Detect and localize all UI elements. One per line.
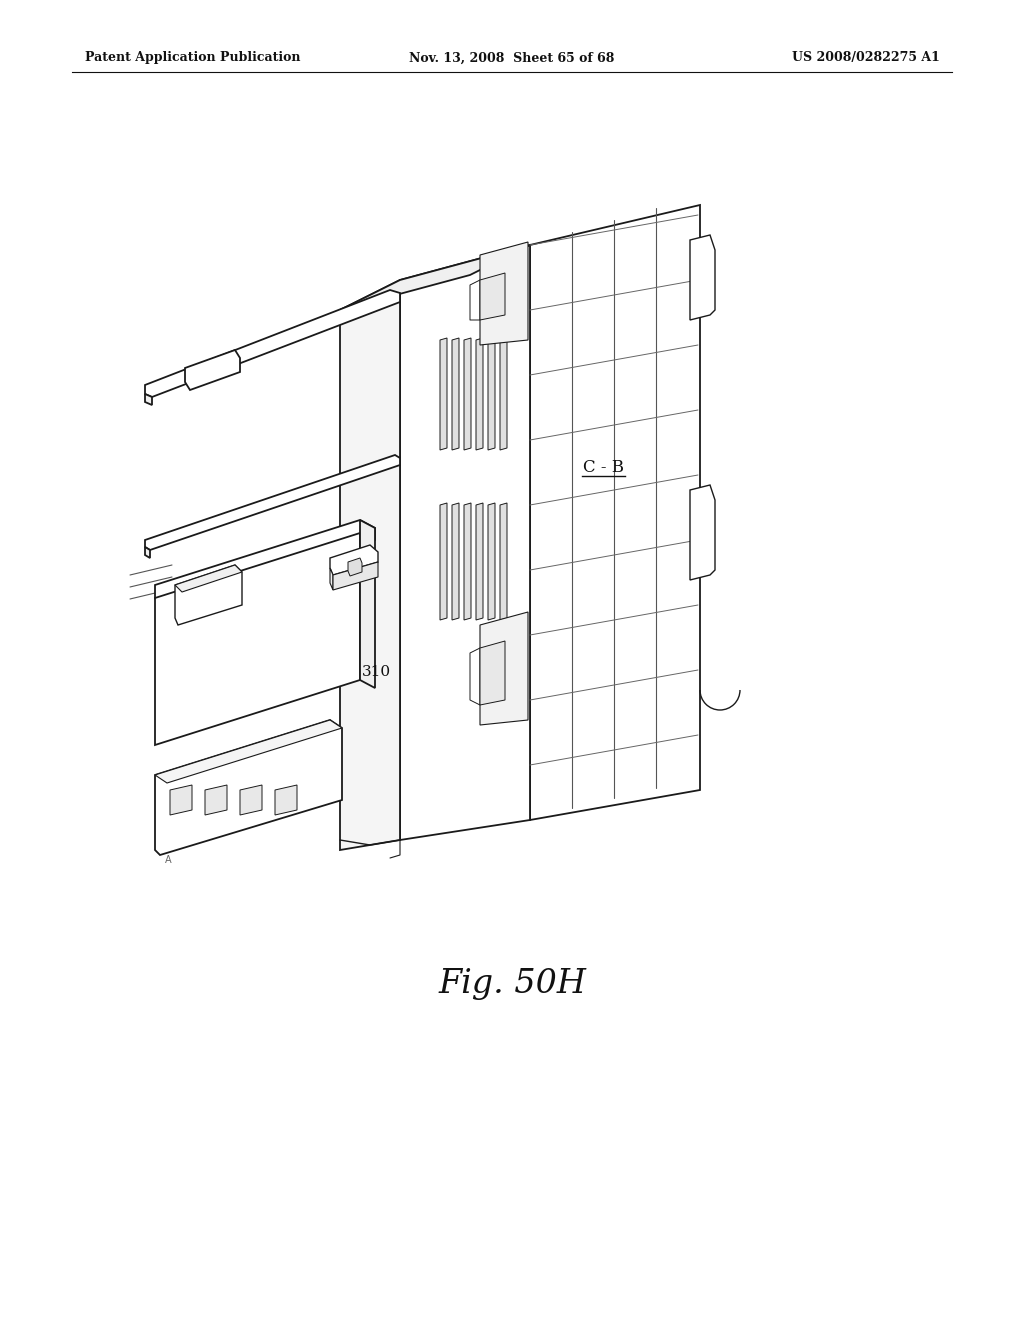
Polygon shape	[170, 785, 193, 814]
Polygon shape	[145, 393, 152, 405]
Polygon shape	[155, 533, 360, 744]
Text: 310: 310	[362, 665, 391, 678]
Text: Patent Application Publication: Patent Application Publication	[85, 51, 300, 65]
Polygon shape	[175, 565, 242, 624]
Polygon shape	[330, 545, 378, 576]
Polygon shape	[480, 612, 528, 725]
Polygon shape	[500, 503, 507, 620]
Text: Nov. 13, 2008  Sheet 65 of 68: Nov. 13, 2008 Sheet 65 of 68	[410, 51, 614, 65]
Polygon shape	[155, 520, 375, 609]
Polygon shape	[185, 350, 240, 389]
Polygon shape	[400, 246, 530, 840]
Text: C - B: C - B	[583, 459, 624, 477]
Polygon shape	[530, 205, 700, 820]
Polygon shape	[464, 338, 471, 450]
Polygon shape	[488, 338, 495, 450]
Polygon shape	[333, 562, 378, 590]
Polygon shape	[275, 785, 297, 814]
Polygon shape	[175, 565, 242, 591]
Polygon shape	[205, 785, 227, 814]
Polygon shape	[476, 503, 483, 620]
Polygon shape	[240, 785, 262, 814]
Polygon shape	[145, 290, 400, 397]
Polygon shape	[500, 338, 507, 450]
Text: US 2008/0282275 A1: US 2008/0282275 A1	[793, 51, 940, 65]
Polygon shape	[476, 338, 483, 450]
Polygon shape	[340, 246, 530, 310]
Polygon shape	[440, 503, 447, 620]
Text: Fig. 50H: Fig. 50H	[438, 968, 586, 1001]
Polygon shape	[480, 642, 505, 705]
Polygon shape	[690, 235, 715, 319]
Polygon shape	[330, 568, 333, 590]
Polygon shape	[480, 242, 528, 345]
Polygon shape	[464, 503, 471, 620]
Polygon shape	[488, 503, 495, 620]
Polygon shape	[348, 558, 362, 576]
Polygon shape	[480, 273, 505, 319]
Polygon shape	[452, 503, 459, 620]
Polygon shape	[452, 338, 459, 450]
Polygon shape	[440, 338, 447, 450]
Polygon shape	[145, 455, 400, 550]
Text: A: A	[165, 855, 172, 865]
Polygon shape	[690, 484, 715, 579]
Polygon shape	[155, 719, 342, 783]
Polygon shape	[145, 546, 150, 558]
Polygon shape	[155, 719, 342, 855]
Polygon shape	[360, 520, 375, 688]
Polygon shape	[340, 280, 400, 850]
